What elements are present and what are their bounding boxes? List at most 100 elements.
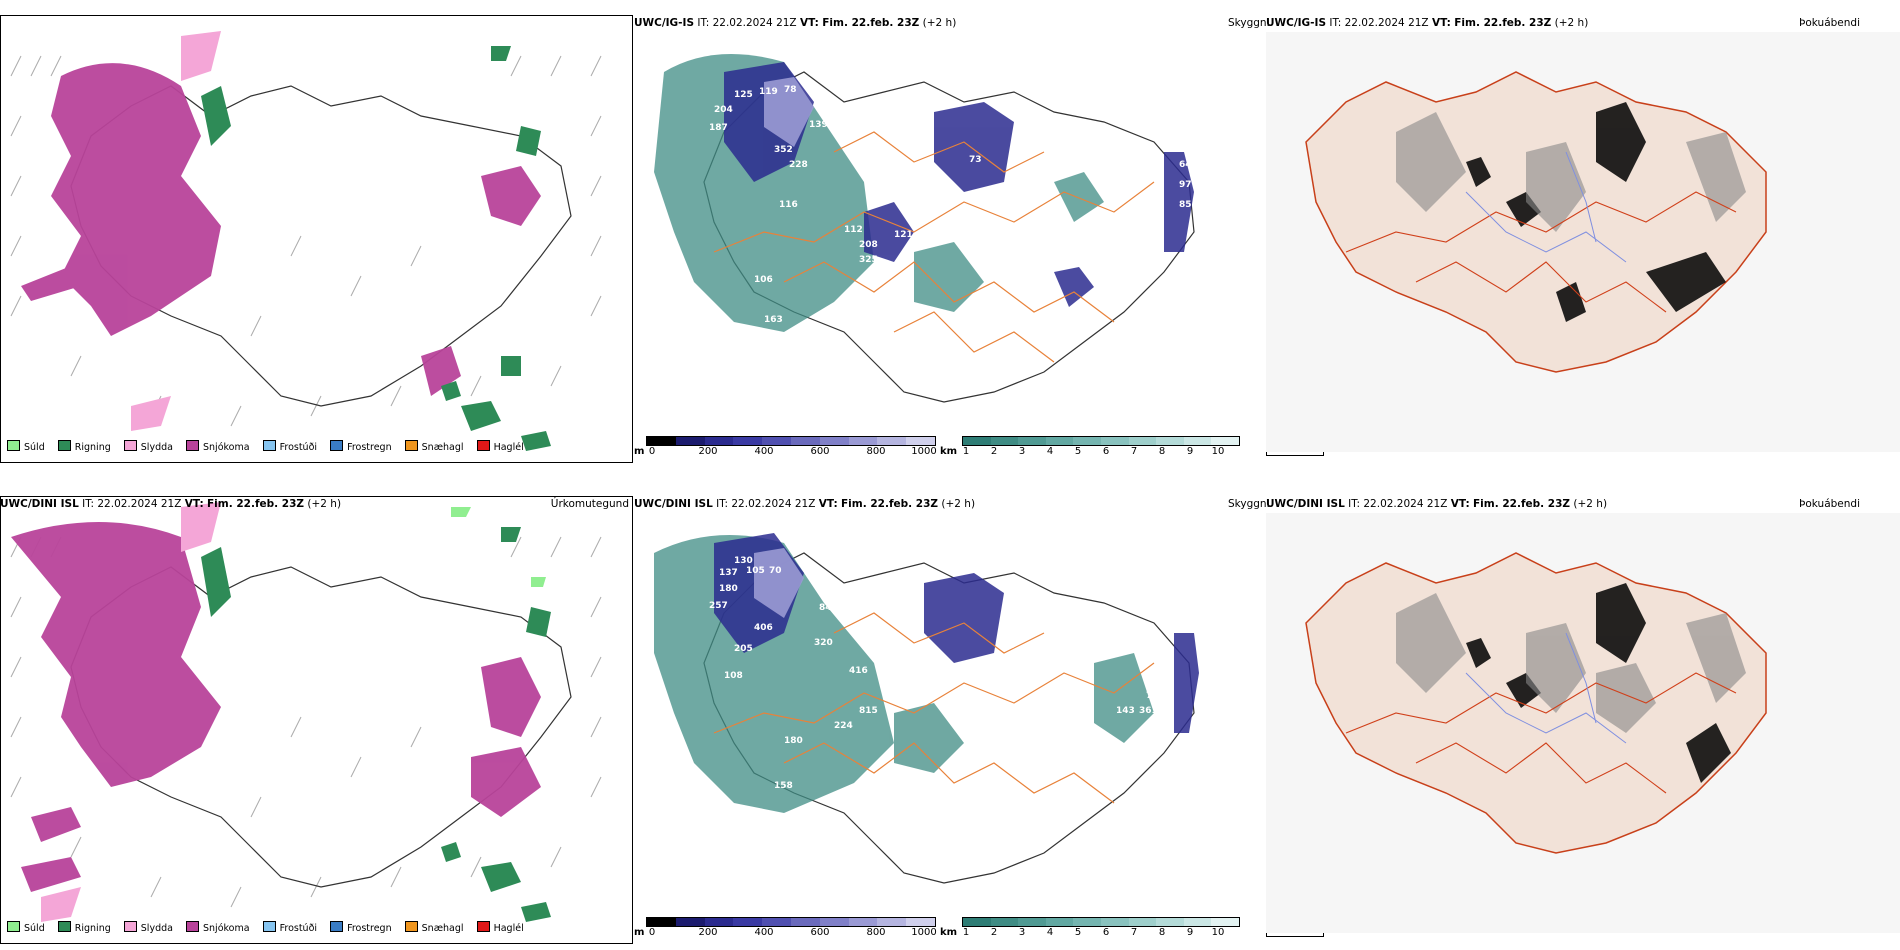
- legend-swatch: [123, 921, 137, 932]
- legend-swatch: [57, 440, 71, 451]
- legend-item: Snjókoma: [186, 440, 250, 453]
- sleet-area: [41, 502, 221, 922]
- vis-label: 163: [764, 315, 783, 325]
- legend-swatch: [476, 921, 490, 932]
- legend-item: Frostregn: [330, 921, 392, 934]
- legend-swatch: [186, 921, 199, 932]
- distance-tick: 2: [990, 446, 998, 457]
- visibility-map-bottom: 130 137 105 70 180 257 406 84 320 205 10…: [654, 533, 1199, 884]
- precip-type-panel-bottom: UWC/DINI ISL IT: 22.02.2024 21Z VT: Fim.…: [0, 496, 633, 513]
- init-time: 22.02.2024 21Z: [1363, 498, 1448, 510]
- snow-area: [21, 63, 541, 396]
- distance-colorbar-top: km 1 2 3 4 5 6 7 8 9 10: [940, 436, 1240, 460]
- vis-label: 204: [714, 105, 733, 115]
- vis-label: 130: [734, 556, 753, 566]
- vis-label: 320: [814, 638, 833, 648]
- valid-time: Fim. 22.feb. 23Z: [822, 17, 920, 29]
- drizzle-area: [451, 507, 546, 587]
- elevation-tick: 600: [810, 446, 830, 457]
- legend-swatch: [262, 440, 276, 451]
- precip-map-frame-bottom: Súld Rigning Slydda Snjókoma Frostúði Fr…: [0, 496, 633, 944]
- distance-tick: 5: [1074, 446, 1082, 457]
- legend-item: Súld: [7, 921, 45, 934]
- legend-item: Haglél: [476, 440, 524, 453]
- vis-label: 158: [774, 781, 793, 791]
- distance-tick: 3: [1018, 446, 1026, 457]
- elevation-tick: 1000: [911, 446, 937, 457]
- precip-legend-bottom: Súld Rigning Slydda Snjókoma Frostúði Fr…: [7, 921, 534, 934]
- vis-label: 139: [809, 120, 828, 130]
- distance-tick: 3: [1018, 927, 1026, 938]
- panel-header: UWC/IG-IS IT: 22.02.2024 21Z VT: Fim. 22…: [634, 17, 957, 29]
- legend-item: Snjókoma: [186, 921, 250, 934]
- valid-time: Fim. 22.feb. 23Z: [1473, 498, 1571, 510]
- distance-tick: 10: [1211, 446, 1225, 457]
- rain-area: [201, 46, 551, 451]
- elevation-tick: 1000: [911, 927, 937, 938]
- precip-legend-top: Súld Rigning Slydda Snjókoma Frostúði Fr…: [7, 440, 534, 453]
- init-time: 22.02.2024 21Z: [712, 17, 797, 29]
- vis-label: 257: [709, 601, 728, 611]
- vis-label: 70: [769, 566, 782, 576]
- distance-colorbar-fill: [962, 436, 1240, 446]
- distance-tick: 9: [1186, 927, 1194, 938]
- distance-colorbar-fill: [962, 917, 1240, 927]
- model-name: UWC/IG-IS: [1266, 17, 1327, 29]
- distance-tick: 5: [1074, 927, 1082, 938]
- legend-swatch: [7, 440, 20, 451]
- elevation-unit: m: [634, 446, 645, 457]
- rain-area: [201, 527, 551, 922]
- visibility-map-top: 125 119 78 204 187 352 139 228 116 112 2…: [654, 54, 1195, 403]
- elevation-tick: 800: [866, 927, 886, 938]
- vis-label: 73: [969, 155, 982, 165]
- fog-index-map-top: [1266, 32, 1900, 452]
- vis-label: 477: [894, 661, 913, 671]
- legend-item: Snæhagl: [404, 440, 464, 453]
- vis-label: 180: [784, 736, 803, 746]
- elevation-tick: 400: [754, 927, 774, 938]
- precip-map-frame-top: Súld Rigning Slydda Snjókoma Frostúði Fr…: [0, 15, 633, 463]
- legend-item: Frostregn: [330, 440, 392, 453]
- snow-area: [11, 522, 541, 892]
- precip-type-map-bottom: [10, 502, 602, 922]
- distance-tick: 10: [1211, 927, 1225, 938]
- visibility-title-bottom: Skyggni: [1228, 498, 1270, 510]
- elevation-unit: m: [634, 927, 645, 938]
- sleet-area: [131, 31, 221, 431]
- legend-swatch: [57, 921, 71, 932]
- elevation-tick: 0: [648, 927, 656, 938]
- distance-tick: 4: [1046, 446, 1054, 457]
- distance-tick: 7: [1130, 446, 1138, 457]
- distance-unit: km: [940, 927, 958, 938]
- distance-tick: 6: [1102, 927, 1110, 938]
- vis-label: 85: [1179, 200, 1192, 210]
- vis-label: 125: [734, 90, 753, 100]
- vis-label: 97: [1004, 641, 1017, 651]
- vis-label: 325: [859, 255, 878, 265]
- panel-header: UWC/DINI ISL IT: 22.02.2024 21Z VT: Fim.…: [0, 498, 629, 510]
- vis-label: 228: [789, 160, 808, 170]
- elevation-tick: 200: [698, 927, 718, 938]
- vis-label: 406: [754, 623, 773, 633]
- vis-label: 84: [819, 603, 832, 613]
- vis-label: 143: [1116, 706, 1135, 716]
- panel-header: UWC/IG-IS IT: 22.02.2024 21Z VT: Fim. 22…: [1266, 17, 1860, 29]
- model-name: UWC/IG-IS: [634, 17, 695, 29]
- vis-label: 815: [859, 706, 878, 716]
- vis-label: 187: [709, 123, 728, 133]
- vis-label: 205: [1074, 731, 1093, 741]
- vis-label: 208: [859, 240, 878, 250]
- elevation-tick: 800: [866, 446, 886, 457]
- panel-title: Þokuábendi: [1799, 17, 1860, 29]
- elevation-tick: 600: [810, 927, 830, 938]
- elevation-colorbar-bottom: m 0 200 400 600 800 1000: [634, 917, 937, 941]
- vis-label: 352: [774, 145, 793, 155]
- precip-type-map-top: [10, 31, 602, 451]
- model-name: UWC/DINI ISL: [634, 498, 713, 510]
- valid-time: Fim. 22.feb. 23Z: [841, 498, 939, 510]
- elevation-colorbar-fill: [646, 436, 936, 446]
- vis-label: 64: [1179, 160, 1192, 170]
- legend-item: Rigning: [57, 440, 111, 453]
- panel-header: UWC/DINI ISL IT: 22.02.2024 21Z VT: Fim.…: [634, 498, 976, 510]
- distance-tick: 6: [1102, 446, 1110, 457]
